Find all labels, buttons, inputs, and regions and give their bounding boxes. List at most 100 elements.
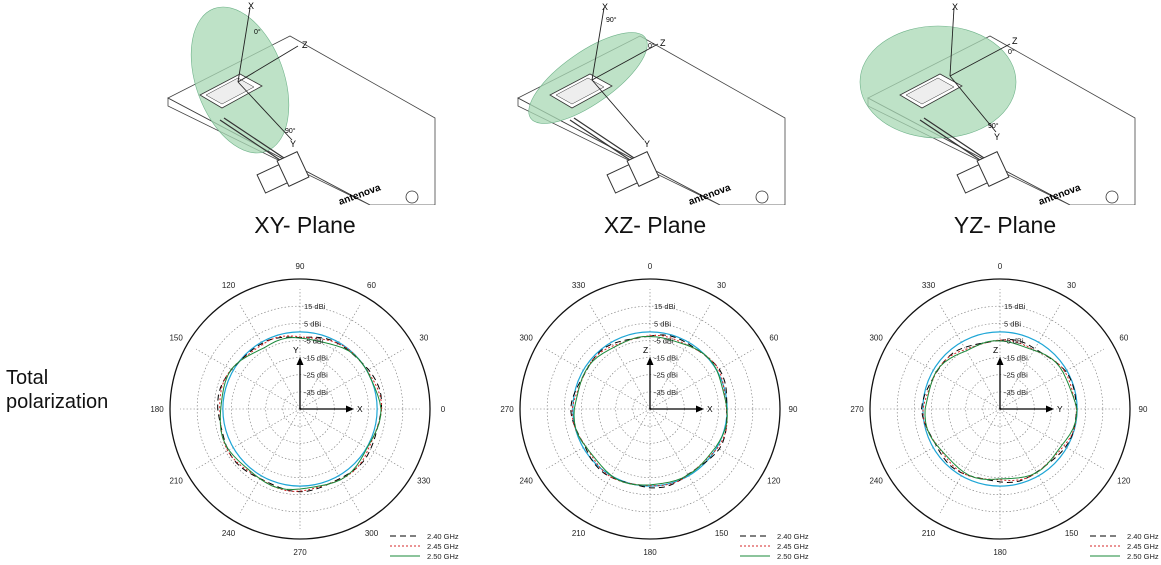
angle-mark-a: 90° [606,16,617,24]
axis-label-z: Z [1012,36,1018,46]
angle-tick-label: 0 [998,262,1003,271]
series-2-45-ghz [571,334,728,487]
angle-tick-label: 300 [519,334,533,343]
db-tick-label: -5 dBi [1004,336,1024,345]
polar-chart-yz: 15 dBi 5 dBi -5 dBi -15 dBi -25 dBi -35 dBi 0 3… [850,262,1159,561]
db-tick-label: -15 dBi [304,354,328,363]
arrow-label-horizontal: X [357,404,363,414]
legend-label: 2.40 GHz [777,532,809,541]
angle-tick-label: 90 [789,405,798,414]
plane-title-xy: XY- Plane [254,212,356,238]
angle-tick-label: 300 [365,529,379,538]
arrow-head-horizontal [346,405,354,413]
grid-spoke [895,348,1001,410]
db-tick-label: -5 dBi [654,336,674,345]
grid-spoke [195,408,301,470]
grid-ring [913,322,1087,496]
arrow-label-vertical: Z [643,345,648,355]
arrow-head-vertical [996,357,1004,365]
angle-tick-label: 150 [169,334,183,343]
db-tick-label: -35 dBi [654,388,678,397]
axis-label-x: X [248,1,254,11]
legend-label: 2.45 GHz [427,542,459,551]
db-tick-label: -25 dBi [1004,371,1028,380]
row-label-total-polarization: Total polarization [6,366,108,414]
grid-spoke [649,408,755,470]
axis-label-x: X [602,2,608,12]
row-label-line-2: polarization [6,391,109,413]
legend-label: 2.50 GHz [1127,552,1159,561]
grid-spoke [895,408,1001,470]
axis-label-y: Y [290,139,296,149]
db-tick-label: 5 dBi [1004,319,1021,328]
angle-tick-label: 330 [572,281,586,290]
grid-spoke [589,408,651,514]
db-tick-label: 15 dBi [654,302,676,311]
db-tick-label: -35 dBi [304,388,328,397]
series-2-50-ghz [924,340,1078,481]
grid-spoke [649,408,711,514]
grid-spoke [299,348,405,410]
grid-spoke [999,408,1105,470]
db-tick-label: 5 dBi [654,319,671,328]
angle-tick-label: 30 [717,281,726,290]
angle-tick-label: 90 [296,262,305,271]
grid-ring [581,340,719,478]
antenna-module [199,73,285,161]
angle-tick-label: 270 [500,405,514,414]
sma-connector [956,150,1010,194]
grid-spoke [299,304,361,410]
db-tick-label: -35 dBi [1004,388,1028,397]
angle-tick-label: 180 [150,405,164,414]
angle-tick-label: 240 [519,477,533,486]
series-2-40-ghz [217,336,383,493]
grid-spoke [239,304,301,410]
antenna-module [899,73,985,161]
db-tick-label: 15 dBi [1004,302,1026,311]
db-tick-label: 5 dBi [304,319,321,328]
arrow-label-horizontal: X [707,404,713,414]
angle-tick-label: 30 [1067,281,1076,290]
grid-spoke [939,408,1001,514]
angle-tick-label: 120 [222,281,236,290]
legend-label: 2.50 GHz [777,552,809,561]
arrow-label-horizontal: Y [1057,404,1063,414]
outer-ring [519,278,781,540]
angle-tick-label: 150 [715,529,729,538]
polar-chart-xz: 15 dBi 5 dBi -5 dBi -15 dBi -25 dBi -35 dBi 0 3… [500,262,809,561]
antenna-diagram-xz: antenova X Z Y 90° 0° [517,2,786,205]
db-tick-label: -25 dBi [304,371,328,380]
legend-label: 2.40 GHz [1127,532,1159,541]
coordinate-axes: X Z Y 90° 0° [591,2,666,149]
angle-tick-label: 60 [769,334,778,343]
angle-tick-label: 180 [643,548,657,557]
angle-tick-label: 120 [767,477,781,486]
sma-connector [606,150,660,194]
axis-label-z: Z [302,40,308,50]
plane-title-yz: YZ- Plane [953,212,1057,238]
sma-connector [256,150,310,194]
reference-circle [222,331,378,487]
angle-mark-a: 0° [1008,48,1015,56]
angle-tick-label: 60 [367,281,376,290]
legend-label: 2.50 GHz [427,552,459,561]
grid-spoke [999,408,1061,514]
arrow-label-vertical: Z [993,345,998,355]
angle-mark-b: 0° [648,42,655,50]
angle-tick-label: 270 [293,548,307,557]
angle-tick-label: 150 [1065,529,1079,538]
grid-spoke [649,348,755,410]
db-tick-label: -15 dBi [1004,354,1028,363]
grid-spoke [589,304,651,410]
angle-tick-label: 0 [648,262,653,271]
row-label-line-1: Total [6,367,49,389]
angle-tick-label: 210 [922,529,936,538]
angle-tick-label: 210 [572,529,586,538]
angle-tick-label: 30 [419,334,428,343]
angle-tick-label: 330 [922,281,936,290]
angle-tick-label: 120 [1117,477,1131,486]
coordinate-axes: X Z Y 0° 90° [237,1,308,149]
legend-label: 2.45 GHz [777,542,809,551]
angle-mark-b: 90° [285,127,296,135]
axis-label-z: Z [660,38,666,48]
